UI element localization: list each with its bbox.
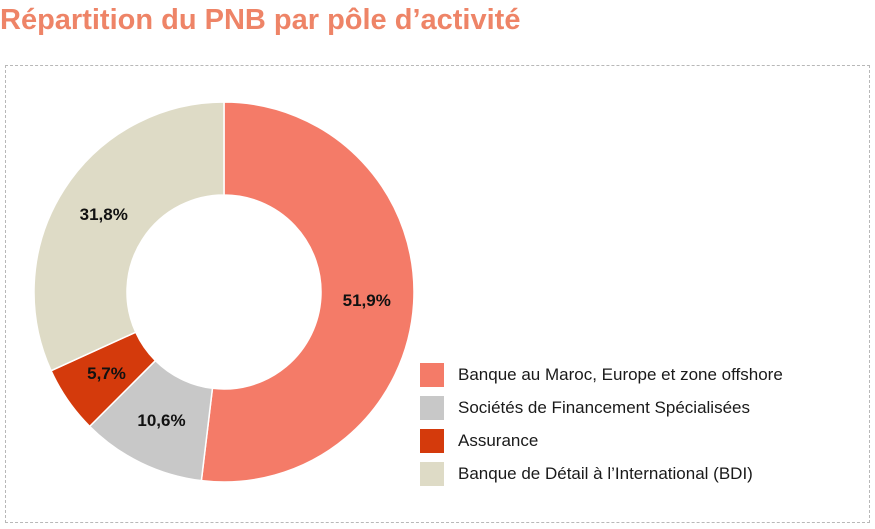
legend-label: Assurance (458, 430, 539, 450)
legend-item: Banque de Détail à l’International (BDI) (420, 457, 783, 490)
legend-swatch (420, 461, 444, 486)
slice-value-label: 31,8% (80, 205, 128, 224)
chart-frame (5, 65, 870, 523)
slice-value-label: 5,7% (87, 364, 126, 383)
slice-banque-maroc (200, 101, 415, 483)
slice-bdi (33, 101, 225, 372)
legend-label: Banque de Détail à l’International (BDI) (458, 463, 753, 483)
legend-item: Sociétés de Financement Spécialisées (420, 391, 783, 424)
legend-swatch (420, 428, 444, 453)
chart-title: Répartition du PNB par pôle d’activité (0, 4, 521, 36)
legend-label: Banque au Maroc, Europe et zone offshore (458, 364, 783, 384)
legend-item: Assurance (420, 424, 783, 457)
slice-value-label: 10,6% (137, 411, 185, 430)
slice-value-label: 51,9% (343, 291, 391, 310)
legend: Banque au Maroc, Europe et zone offshore… (420, 358, 783, 490)
legend-swatch (420, 395, 444, 420)
legend-item: Banque au Maroc, Europe et zone offshore (420, 358, 783, 391)
legend-label: Sociétés de Financement Spécialisées (458, 397, 750, 417)
legend-swatch (420, 362, 444, 387)
